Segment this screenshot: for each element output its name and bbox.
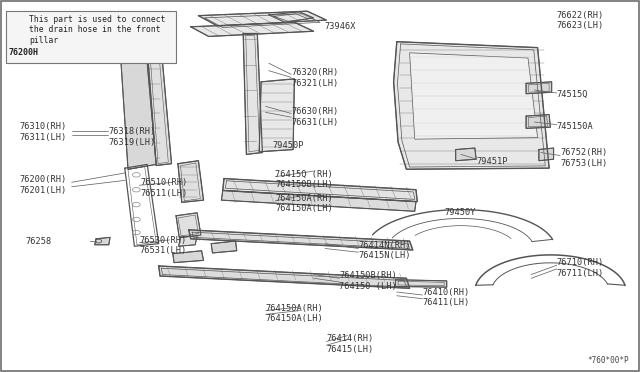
Polygon shape — [198, 11, 326, 26]
Polygon shape — [394, 42, 549, 169]
Polygon shape — [176, 213, 201, 237]
Polygon shape — [178, 161, 204, 202]
Polygon shape — [95, 237, 110, 245]
Polygon shape — [159, 266, 410, 288]
Polygon shape — [539, 148, 554, 161]
Polygon shape — [526, 115, 550, 128]
Polygon shape — [396, 280, 447, 287]
Polygon shape — [223, 179, 417, 202]
Text: 76200(RH)
76201(LH): 76200(RH) 76201(LH) — [19, 175, 67, 195]
FancyBboxPatch shape — [6, 11, 176, 63]
Text: 764150A(RH)
764150A(LH): 764150A(RH) 764150A(LH) — [266, 304, 323, 323]
Polygon shape — [456, 148, 476, 161]
Text: 76414(RH)
76415(LH): 76414(RH) 76415(LH) — [326, 334, 374, 354]
Polygon shape — [147, 48, 172, 166]
Polygon shape — [191, 22, 314, 36]
Text: 76318(RH)
76319(LH): 76318(RH) 76319(LH) — [109, 127, 156, 147]
Text: 76414N(RH)
76415N(LH): 76414N(RH) 76415N(LH) — [358, 241, 411, 260]
Text: 76630(RH)
76631(LH): 76630(RH) 76631(LH) — [291, 108, 339, 127]
Text: 76320(RH)
76321(LH): 76320(RH) 76321(LH) — [291, 68, 339, 88]
Text: 745150A: 745150A — [557, 122, 593, 131]
Text: 76530(RH)
76531(LH): 76530(RH) 76531(LH) — [140, 236, 187, 255]
Text: 76258: 76258 — [26, 237, 52, 246]
Text: 764150A(RH)
764150A(LH): 764150A(RH) 764150A(LH) — [275, 194, 333, 213]
Polygon shape — [211, 241, 237, 253]
Text: 76310(RH)
76311(LH): 76310(RH) 76311(LH) — [19, 122, 67, 142]
Polygon shape — [120, 48, 156, 169]
Text: 76622(RH)
76623(LH): 76622(RH) 76623(LH) — [557, 11, 604, 30]
Text: 73946X: 73946X — [324, 22, 356, 31]
Text: 76200H: 76200H — [9, 48, 39, 57]
Polygon shape — [179, 236, 197, 246]
Text: 79451P: 79451P — [477, 157, 508, 166]
Polygon shape — [526, 82, 552, 94]
Polygon shape — [259, 79, 294, 152]
Polygon shape — [173, 251, 204, 263]
Text: This part is used to connect
the drain hose in the front
pillar: This part is used to connect the drain h… — [29, 15, 165, 45]
Text: 79450Y: 79450Y — [445, 208, 476, 217]
Polygon shape — [243, 33, 262, 154]
Polygon shape — [221, 190, 416, 211]
Text: 76710(RH)
76711(LH): 76710(RH) 76711(LH) — [557, 258, 604, 278]
Polygon shape — [410, 53, 538, 139]
Text: 79450P: 79450P — [272, 141, 303, 150]
Polygon shape — [189, 230, 413, 250]
Polygon shape — [269, 12, 314, 22]
Text: 74515Q: 74515Q — [557, 90, 588, 99]
Text: 764150B(RH)
764150 (LH): 764150B(RH) 764150 (LH) — [339, 271, 397, 291]
Text: 76752(RH)
76753(LH): 76752(RH) 76753(LH) — [560, 148, 607, 168]
Text: *760*00*P: *760*00*P — [587, 356, 628, 365]
Text: 76410(RH)
76411(LH): 76410(RH) 76411(LH) — [422, 288, 470, 307]
Text: 76510(RH)
76511(LH): 76510(RH) 76511(LH) — [141, 178, 188, 198]
Text: 76415Q (RH)
764150B(LH): 76415Q (RH) 764150B(LH) — [275, 170, 333, 189]
